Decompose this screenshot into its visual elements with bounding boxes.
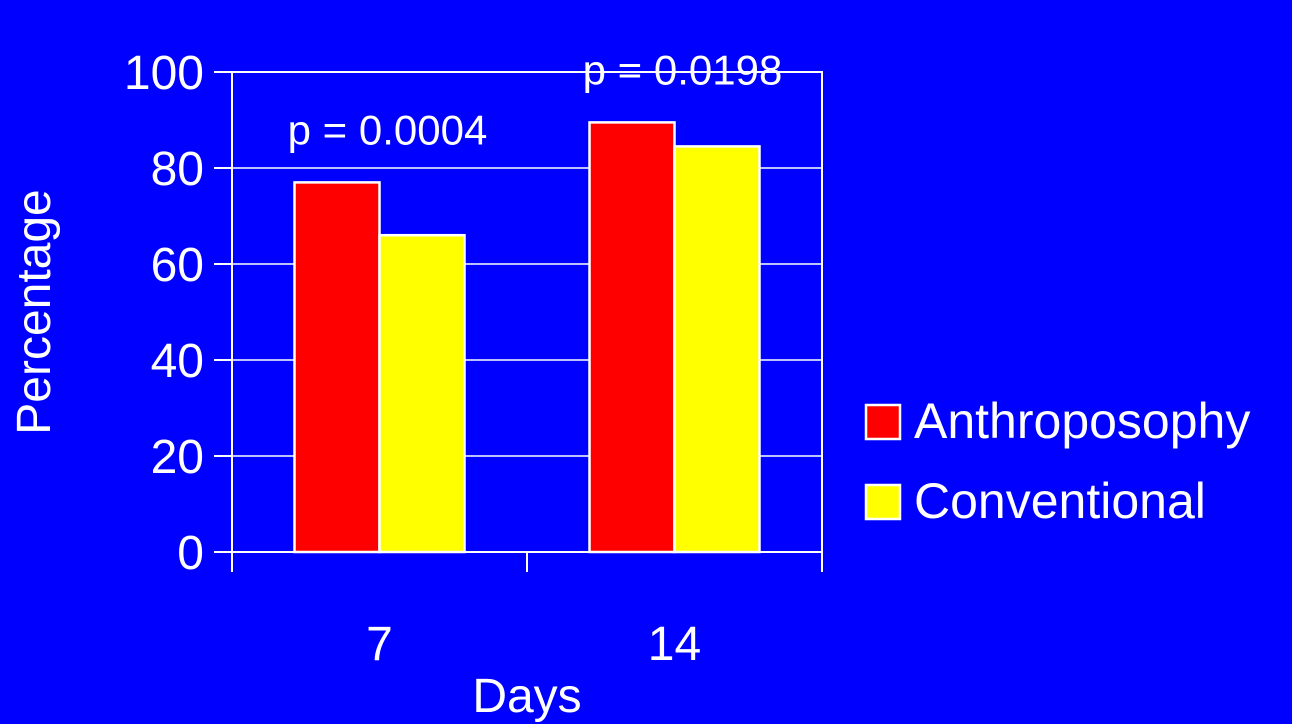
- legend-label-conventional: Conventional: [914, 473, 1206, 529]
- x-tick-label-7: 7: [366, 618, 393, 671]
- legend-swatch-conventional: [864, 483, 902, 521]
- y-axis-title: Percentage: [8, 189, 61, 435]
- annotations: p = 0.0004 p = 0.0198: [288, 46, 783, 153]
- bar-conventional-7: [378, 233, 466, 554]
- legend-label-anthroposophy: Anthroposophy: [914, 393, 1250, 449]
- legend: Anthroposophy Conventional: [864, 393, 1250, 529]
- x-tick-label-14: 14: [648, 618, 701, 671]
- bar-anthroposophy-14: [588, 121, 676, 554]
- p-value-annotation-14: p = 0.0198: [583, 46, 783, 93]
- y-tick-label-80: 80: [151, 143, 204, 196]
- bar-anthroposophy-7: [293, 181, 381, 554]
- p-value-annotation-7: p = 0.0004: [288, 106, 488, 153]
- legend-swatch-anthroposophy: [864, 403, 902, 441]
- bars: [293, 121, 761, 554]
- bar-conventional-14: [673, 145, 761, 554]
- x-axis-ticks: 7 14: [231, 552, 823, 671]
- y-tick-label-0: 0: [177, 527, 204, 580]
- y-tick-label-60: 60: [151, 239, 204, 292]
- y-tick-label-40: 40: [151, 335, 204, 388]
- x-axis-title: Days: [472, 670, 581, 723]
- y-tick-label-20: 20: [151, 431, 204, 484]
- y-axis-ticks: 0 20 40 60 80 100: [124, 47, 232, 580]
- y-tick-label-100: 100: [124, 47, 204, 100]
